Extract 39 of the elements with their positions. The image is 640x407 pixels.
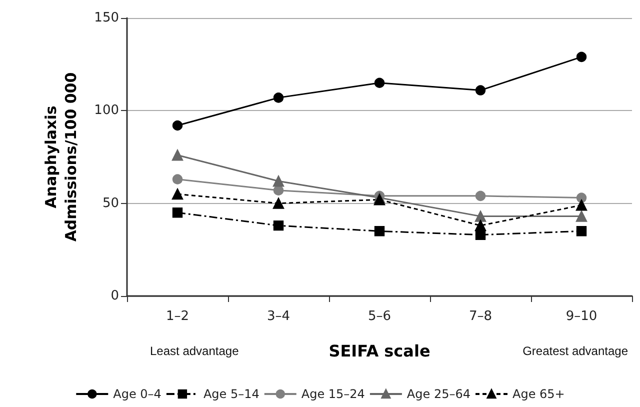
point	[475, 85, 486, 96]
point	[374, 78, 385, 88]
point	[576, 200, 588, 211]
point	[172, 120, 183, 131]
point	[475, 190, 486, 202]
x-tick-label: 5–6	[368, 309, 392, 324]
legend-label: Age 15–24	[301, 387, 365, 401]
x-tick-label: 9–10	[566, 309, 598, 324]
legend-label: Age 0–4	[113, 387, 162, 401]
text: Least advantage	[150, 344, 240, 358]
point	[374, 226, 385, 236]
x-tick-label: 1–2	[166, 309, 190, 324]
legend-label: Age 65+	[512, 387, 565, 401]
point	[576, 52, 587, 62]
point	[576, 192, 587, 203]
point	[272, 198, 284, 209]
point	[172, 208, 183, 218]
point	[474, 220, 486, 232]
legend-label: Age 25–64	[406, 387, 470, 401]
point	[172, 174, 183, 184]
point	[172, 150, 184, 161]
point	[273, 220, 284, 231]
point	[576, 226, 587, 236]
y-tick-label: 100	[94, 103, 119, 118]
legend-label: Age 5–14	[203, 387, 260, 401]
text: Greatest advantage	[522, 344, 628, 358]
x-tick-label: 3–4	[266, 309, 290, 324]
point	[576, 210, 588, 222]
x-axis-title: SEIFA scale	[328, 342, 430, 360]
point	[272, 175, 284, 187]
y-tick-label: 150	[94, 10, 119, 26]
point	[172, 188, 184, 200]
y-tick-label: 0	[110, 288, 119, 304]
y-axis-title: Anaphylaxis Admissions/100 000	[42, 72, 80, 242]
point	[273, 185, 284, 196]
y-tick-label: 50	[102, 196, 119, 211]
point	[273, 92, 284, 103]
point	[474, 210, 486, 222]
x-tick-label: 7–8	[468, 309, 492, 324]
